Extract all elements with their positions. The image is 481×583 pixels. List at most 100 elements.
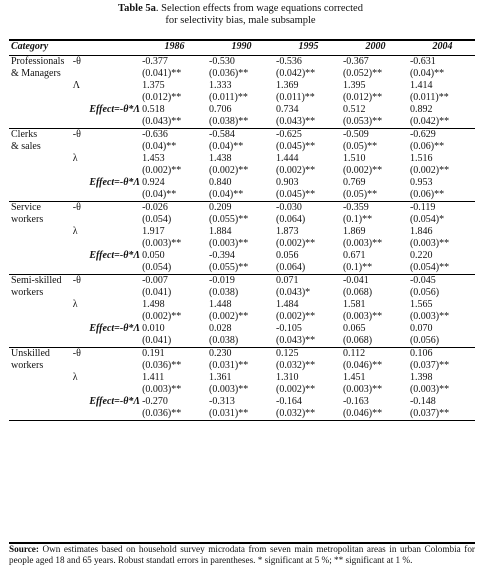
category-cell [9, 80, 71, 92]
std-error-cell: (0.045)** [274, 189, 341, 202]
std-error-cell: (0.041) [140, 335, 208, 348]
std-error-cell: (0.011)** [276, 92, 315, 103]
std-error-cell: (0.043)* [276, 287, 311, 298]
coefficient-cell: 0.106 [407, 347, 475, 360]
std-error-cell: (0.031)** [209, 360, 249, 371]
coefficient-cell: 1.581 [342, 299, 366, 310]
coefficient-cell: 0.056 [276, 250, 299, 261]
variable-label-empty [70, 262, 141, 275]
variable-label: λ [72, 153, 78, 164]
coefficient-cell: 1.395 [342, 80, 366, 91]
effect-label: Effect=-θ*Λ [89, 323, 141, 334]
std-error-cell: (0.003)** [409, 238, 450, 249]
std-error-cell: (0.055)** [209, 214, 249, 225]
coefficient-cell: 0.903 [276, 177, 299, 188]
std-error-cell: (0.056) [409, 287, 440, 298]
table-row: workers (0.041) (0.038) (0.043)* (0.068) (0.0… [9, 287, 475, 299]
category-cell [9, 299, 71, 311]
std-error-cell: (0.002)** [142, 165, 182, 176]
std-error-cell: (0.003)** [209, 238, 249, 249]
table-row: workers (0.036)** (0.031)** (0.032)** (0.046… [9, 360, 475, 372]
coefficient-cell: 1.565 [409, 299, 433, 310]
variable-label-empty [71, 92, 140, 104]
std-error-cell: (0.064) [274, 262, 341, 275]
std-error-cell: (0.002)** [142, 311, 182, 322]
category-cell [9, 153, 71, 165]
category-cell [9, 165, 71, 177]
std-error-cell: (0.038) [207, 335, 274, 348]
category-cell [9, 335, 71, 348]
std-error-cell: (0.002)** [276, 238, 316, 249]
std-error-cell: (0.06)** [407, 189, 475, 202]
coefficient-cell: 0.840 [209, 177, 232, 188]
std-error-cell: (0.04)** [142, 141, 177, 152]
coefficient-cell: 0.220 [409, 250, 433, 261]
std-error-cell: (0.052)** [342, 68, 383, 79]
table-row: Clerks -θ -0.636 -0.584 -0.625 -0.509 -0.629 [9, 128, 475, 141]
coefficient-cell: -0.377 [140, 55, 208, 68]
std-error-cell: (0.003)** [342, 311, 383, 322]
coefficient-cell: -0.045 [407, 274, 475, 287]
category-cell: workers [11, 287, 44, 298]
variable-label-empty [71, 360, 140, 372]
coefficient-cell: 1.369 [276, 80, 299, 91]
category-cell: Service [9, 201, 71, 214]
std-error-cell: (0.003)** [342, 238, 383, 249]
category-cell [9, 372, 71, 384]
category-cell [9, 189, 71, 202]
coefficient-cell: 1.846 [409, 226, 433, 237]
std-error-cell: (0.046)** [340, 408, 408, 421]
category-cell [9, 116, 71, 129]
coefficient-cell: -0.148 [409, 396, 436, 407]
std-error-cell: (0.054)** [407, 262, 475, 275]
coefficient-cell: 1.917 [142, 226, 165, 237]
category-cell: & sales [11, 141, 41, 152]
coefficient-cell: 0.671 [342, 250, 366, 261]
table-row: (0.041) (0.038) (0.043)** (0.068) (0.056) [9, 335, 475, 348]
std-error-cell: (0.003)** [409, 311, 450, 322]
category-cell [9, 323, 71, 335]
coefficient-cell: 1.438 [209, 153, 232, 164]
effect-label: Effect=-θ*Λ [89, 104, 141, 115]
coefficient-cell: -0.625 [274, 128, 341, 141]
category-cell: Clerks [9, 128, 71, 141]
variable-label: λ [72, 299, 78, 310]
coefficient-cell: -0.631 [407, 55, 475, 68]
category-cell [9, 262, 71, 275]
std-error-cell: (0.05)** [340, 189, 408, 202]
std-error-cell: (0.003)** [409, 384, 450, 395]
category-cell [9, 226, 71, 238]
category-cell [9, 238, 71, 250]
std-error-cell: (0.04)** [409, 68, 445, 79]
coefficient-cell: 0.050 [142, 250, 165, 261]
coefficient-cell: 0.112 [340, 347, 408, 360]
table-row: Effect=-θ*Λ 0.518 0.706 0.734 0.512 0.892 [9, 104, 475, 116]
std-error-cell: (0.045)** [276, 141, 316, 152]
std-error-cell: (0.002)** [276, 311, 316, 322]
coefficient-cell: 1.484 [276, 299, 299, 310]
coefficient-cell: 0.769 [342, 177, 366, 188]
coefficient-cell: 1.510 [342, 153, 366, 164]
variable-label: Λ [72, 80, 80, 91]
table-row: Effect=-θ*Λ 0.010 0.028 -0.105 0.065 0.070 [9, 323, 475, 335]
coefficient-cell: 0.230 [207, 347, 274, 360]
std-error-cell: (0.043)** [274, 116, 341, 129]
table-row: λ 1.453 1.438 1.444 1.510 1.516 [9, 153, 475, 165]
variable-label-empty [71, 68, 140, 80]
coefficient-cell: 1.498 [142, 299, 165, 310]
coefficient-cell: 0.010 [142, 323, 165, 334]
source-text: Own estimates based on household survey … [9, 544, 475, 565]
variable-label-empty [70, 189, 141, 202]
coefficient-cell: -0.007 [140, 274, 208, 287]
variable-header [70, 39, 141, 56]
table-row: λ 1.411 1.361 1.310 1.451 1.398 [9, 372, 475, 384]
std-error-cell: (0.012)** [142, 92, 182, 103]
coefficient-cell: -0.536 [274, 55, 341, 68]
year-header: 2000 [340, 39, 408, 56]
category-cell [9, 250, 71, 262]
variable-label-empty [70, 116, 141, 129]
coefficient-cell: 1.411 [142, 372, 165, 383]
std-error-cell: (0.038)** [207, 116, 274, 129]
variable-label-empty [71, 214, 140, 226]
coefficient-cell: 1.884 [209, 226, 232, 237]
